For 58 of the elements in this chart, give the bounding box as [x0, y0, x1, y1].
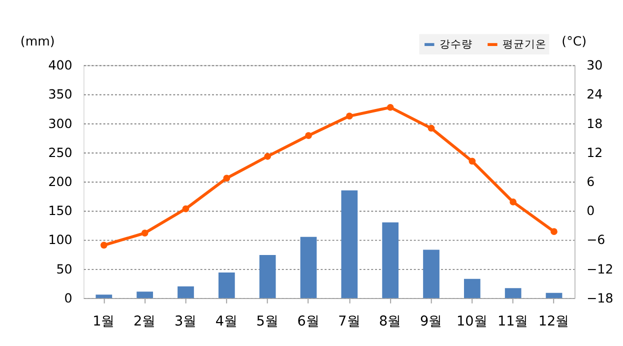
point: [468, 158, 476, 165]
y-tick-label: 350: [48, 86, 72, 102]
x-tick-label: 6월: [297, 314, 320, 330]
y-tick-label: 0: [64, 290, 72, 306]
bar: [136, 292, 154, 298]
point: [182, 205, 190, 212]
point: [428, 124, 435, 132]
x-tick-label: 7월: [338, 314, 361, 330]
y-axis-title: (mm): [20, 33, 55, 48]
x-tick-label: 9월: [420, 314, 443, 330]
x-tick-label: 2월: [134, 314, 156, 330]
y2-tick-label: 6: [586, 174, 595, 189]
bar: [546, 292, 562, 298]
y-tick-label: 50: [56, 261, 72, 276]
y-tick-label: 400: [48, 58, 72, 73]
y2-tick-label: 30: [586, 58, 603, 73]
y2-tick-label: 0: [586, 203, 595, 218]
y2-tick-label: −12: [586, 261, 614, 276]
y2-tick-label: 12: [586, 144, 603, 160]
point: [264, 152, 272, 160]
y2-tick-label: −6: [586, 232, 606, 248]
x-tick-label: 10월: [456, 314, 488, 330]
y-tick-label: 150: [48, 203, 72, 218]
legend-label: 평균기온: [502, 37, 547, 50]
x-tick-label: 3월: [174, 314, 198, 330]
y-tick-label: 100: [48, 232, 72, 248]
y-tick-label: 200: [48, 174, 72, 189]
bar: [382, 222, 399, 298]
bar: [423, 250, 440, 298]
point: [100, 242, 108, 249]
bar: [178, 286, 194, 298]
y2-tick-label: 24: [586, 86, 603, 102]
bar: [96, 294, 112, 298]
point: [141, 230, 148, 236]
point: [346, 112, 353, 120]
x-tick-label: 8월: [379, 314, 402, 330]
y2-axis-title: (°C): [562, 33, 587, 48]
point: [550, 228, 558, 236]
x-tick-label: 4월: [215, 314, 238, 330]
x-tick-label: 11월: [497, 314, 529, 330]
bar: [341, 190, 358, 298]
x-tick-label: 1월: [92, 314, 116, 330]
point: [510, 198, 517, 206]
legend-label: 강수량: [440, 37, 473, 50]
y-tick-label: 250: [48, 144, 72, 160]
point: [305, 132, 312, 139]
point: [223, 174, 230, 182]
bar: [300, 236, 317, 298]
y-tick-label: 300: [48, 116, 72, 131]
point: [386, 104, 394, 111]
x-tick-label: 5월: [256, 314, 279, 330]
bar: [218, 272, 235, 298]
bar: [259, 254, 276, 298]
y2-tick-label: 18: [586, 116, 603, 131]
y2-tick-label: −18: [586, 290, 614, 306]
bar: [464, 278, 480, 298]
x-tick-label: 12월: [538, 314, 570, 330]
bar: [504, 288, 522, 298]
